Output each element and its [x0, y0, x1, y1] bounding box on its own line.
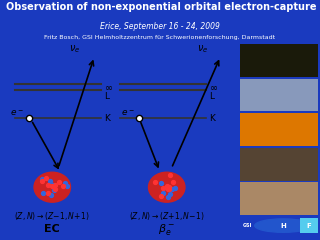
Text: H: H	[280, 223, 286, 228]
Text: $\nu_e$: $\nu_e$	[197, 43, 208, 55]
Text: L: L	[209, 92, 214, 102]
Text: $\beta_e^-$: $\beta_e^-$	[158, 222, 175, 237]
Text: F: F	[306, 223, 311, 228]
Text: $\infty$: $\infty$	[104, 82, 113, 92]
Circle shape	[148, 172, 185, 202]
Circle shape	[255, 219, 312, 232]
Text: $\nu_e$: $\nu_e$	[68, 43, 80, 55]
Bar	[240, 79, 318, 111]
Bar	[300, 218, 317, 233]
Text: $(Z,N) \rightarrow (Z\!+\!1,N\!-\!1)$: $(Z,N) \rightarrow (Z\!+\!1,N\!-\!1)$	[129, 210, 204, 222]
Text: K: K	[209, 114, 215, 123]
Bar	[240, 113, 318, 146]
Text: Erice, September 16 - 24, 2009: Erice, September 16 - 24, 2009	[100, 22, 220, 31]
Text: $(Z,N) \rightarrow (Z\!-\!1,N\!+\!1)$: $(Z,N) \rightarrow (Z\!-\!1,N\!+\!1)$	[14, 210, 90, 222]
Text: GSI: GSI	[243, 223, 252, 228]
Text: Fritz Bosch, GSI Helmholtzzentrum für Schwerionenforschung, Darmstadt: Fritz Bosch, GSI Helmholtzzentrum für Sc…	[44, 35, 276, 40]
Text: K: K	[104, 114, 109, 123]
Bar	[240, 148, 318, 180]
Text: Observation of non-exponential orbital electron-capture decay: Observation of non-exponential orbital e…	[6, 2, 320, 12]
Text: L: L	[104, 92, 109, 102]
Text: EC: EC	[44, 224, 60, 234]
Bar	[240, 44, 318, 77]
Text: $e^-$: $e^-$	[10, 108, 24, 118]
Circle shape	[34, 172, 70, 202]
Text: $\infty$: $\infty$	[209, 82, 218, 92]
Text: $e^-$: $e^-$	[121, 108, 135, 118]
Bar	[240, 182, 318, 215]
